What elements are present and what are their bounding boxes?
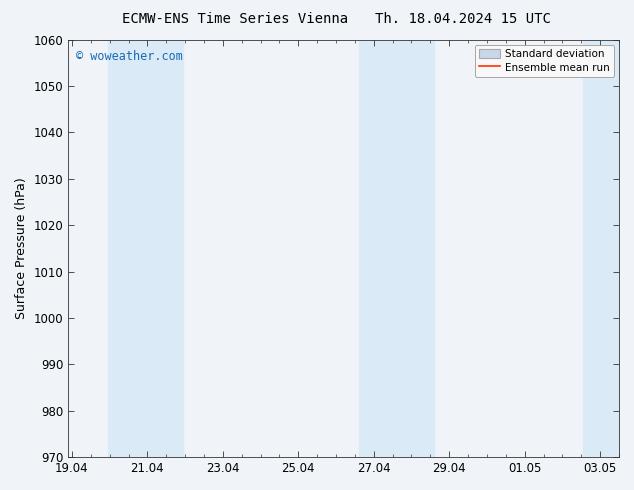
Bar (359, 40, 434, 457)
Bar (583, 40, 619, 457)
Y-axis label: Surface Pressure (hPa): Surface Pressure (hPa) (15, 177, 28, 319)
Text: ECMW-ENS Time Series Vienna: ECMW-ENS Time Series Vienna (122, 12, 347, 26)
Legend: Standard deviation, Ensemble mean run: Standard deviation, Ensemble mean run (475, 45, 614, 77)
Text: © woweather.com: © woweather.com (77, 50, 183, 63)
Bar (108, 40, 183, 457)
Text: Th. 18.04.2024 15 UTC: Th. 18.04.2024 15 UTC (375, 12, 551, 26)
